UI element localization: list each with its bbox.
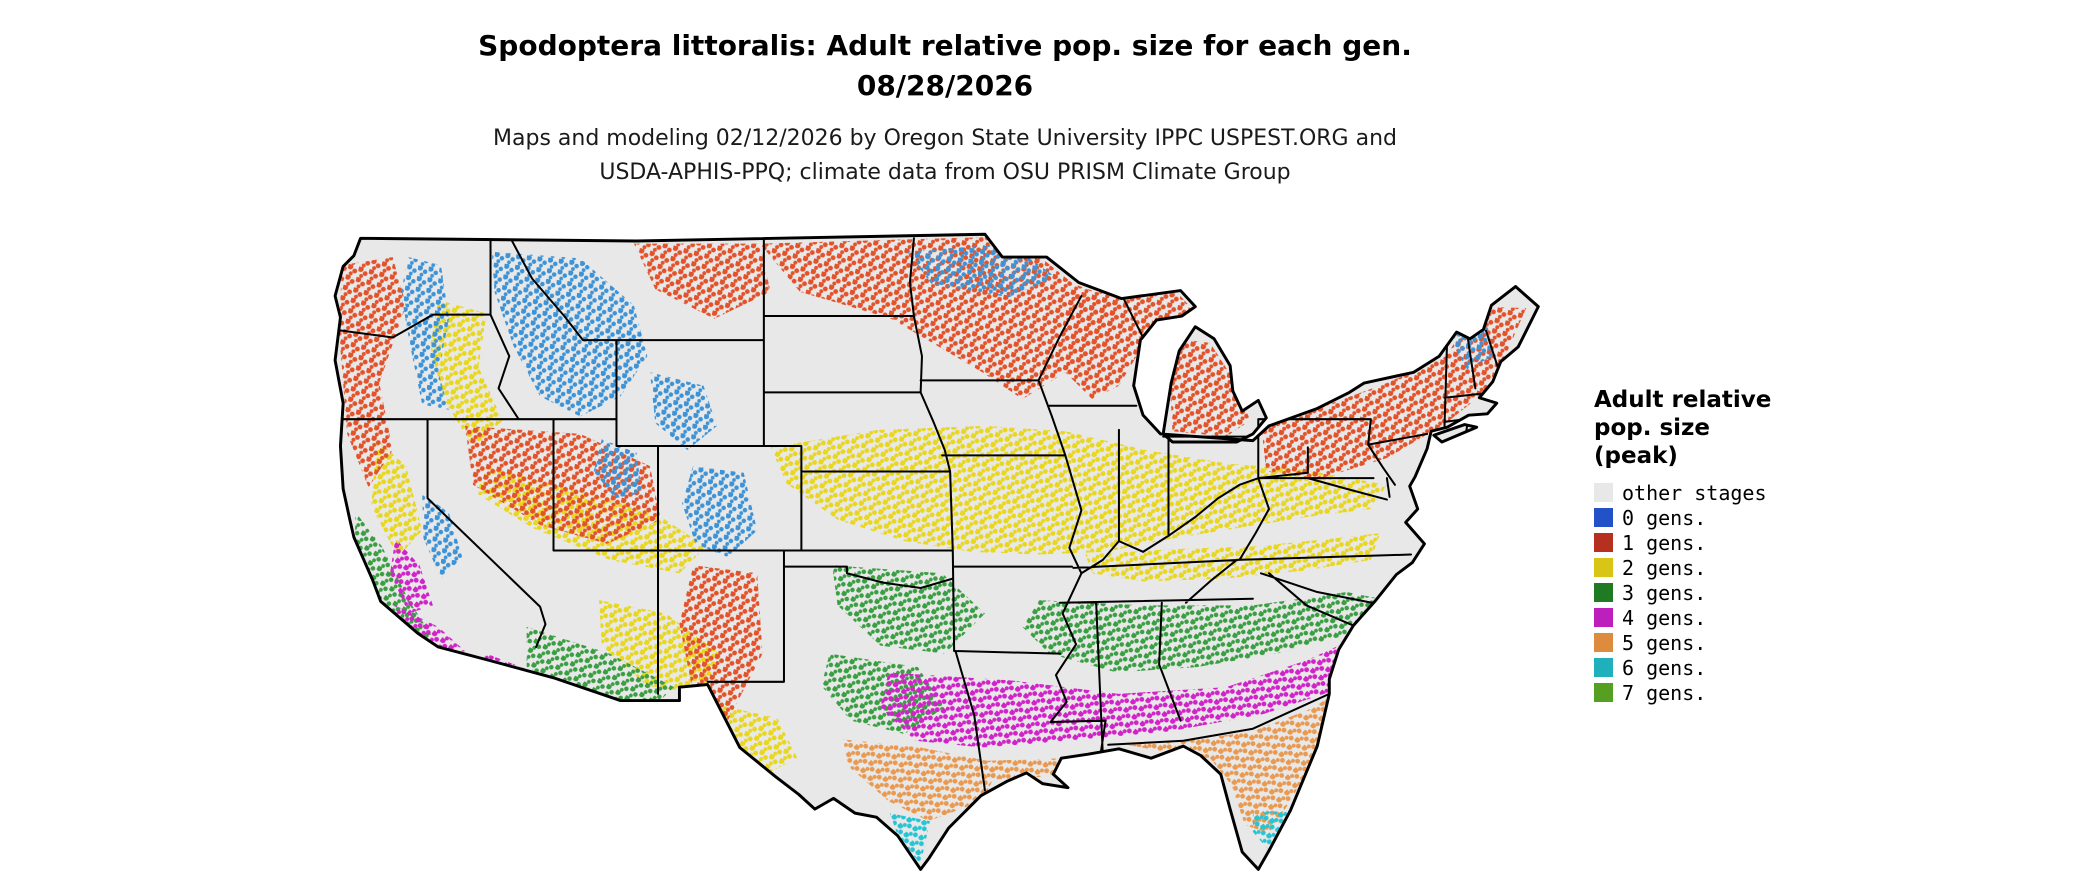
us-generations-map [315, 222, 1541, 879]
legend-entry-label: 1 gens. [1622, 530, 1707, 555]
legend-entry-gen2: 2 gens. [1594, 555, 1894, 580]
legend-entry-label: 0 gens. [1622, 505, 1707, 530]
legend-swatch-gen6 [1594, 658, 1613, 677]
legend-swatch-gen2 [1594, 558, 1613, 577]
long-island-outline [1432, 423, 1479, 444]
legend-swatch-gen0 [1594, 508, 1613, 527]
legend-entry-gen0: 0 gens. [1594, 505, 1894, 530]
legend-swatch-gen1 [1594, 533, 1613, 552]
legend-entry-other: other stages [1594, 480, 1894, 505]
map-title: Spodoptera littoralis: Adult relative po… [0, 26, 1890, 106]
legend-entry-gen1: 1 gens. [1594, 530, 1894, 555]
legend-swatch-gen7 [1594, 683, 1613, 702]
legend-entry-label: 3 gens. [1622, 580, 1707, 605]
legend-entry-label: other stages [1622, 480, 1767, 505]
legend-entry-gen7: 7 gens. [1594, 680, 1894, 705]
legend-swatch-gen4 [1594, 608, 1613, 627]
map-legend: Adult relative pop. size (peak) other st… [1594, 386, 1894, 705]
legend-entry-label: 7 gens. [1622, 680, 1707, 705]
map-subtitle-line1: Maps and modeling 02/12/2026 by Oregon S… [493, 126, 1397, 151]
legend-title-line3: (peak) [1594, 443, 1678, 469]
legend-entry-label: 6 gens. [1622, 655, 1707, 680]
map-region-gen0-group [400, 243, 1493, 579]
us-map-svg [333, 232, 1540, 871]
legend-entry-gen3: 3 gens. [1594, 580, 1894, 605]
michigan-outline [1161, 325, 1268, 444]
legend-entries: other stages 0 gens. 1 gens. 2 gens. 3 gens.… [1594, 480, 1894, 705]
legend-entry-gen4: 4 gens. [1594, 605, 1894, 630]
legend-title-line2: pop. size [1594, 415, 1711, 441]
map-title-line1: Spodoptera littoralis: Adult relative po… [478, 29, 1412, 62]
map-subtitle: Maps and modeling 02/12/2026 by Oregon S… [0, 122, 1890, 190]
legend-title-line1: Adult relative [1594, 387, 1772, 413]
legend-entry-gen5: 5 gens. [1594, 630, 1894, 655]
legend-entry-gen6: 6 gens. [1594, 655, 1894, 680]
legend-swatch-gen3 [1594, 583, 1613, 602]
legend-entry-label: 2 gens. [1622, 555, 1707, 580]
map-title-date: 08/28/2026 [856, 69, 1034, 102]
us-outline [333, 232, 1540, 871]
legend-swatch-other [1594, 483, 1613, 502]
legend-entry-label: 4 gens. [1622, 605, 1707, 630]
state-borders [335, 237, 1501, 792]
map-region-gen6-group [889, 810, 1290, 865]
legend-swatch-gen5 [1594, 633, 1613, 652]
legend-entry-label: 5 gens. [1622, 630, 1707, 655]
map-subtitle-line2: USDA-APHIS-PPQ; climate data from OSU PR… [599, 160, 1291, 185]
